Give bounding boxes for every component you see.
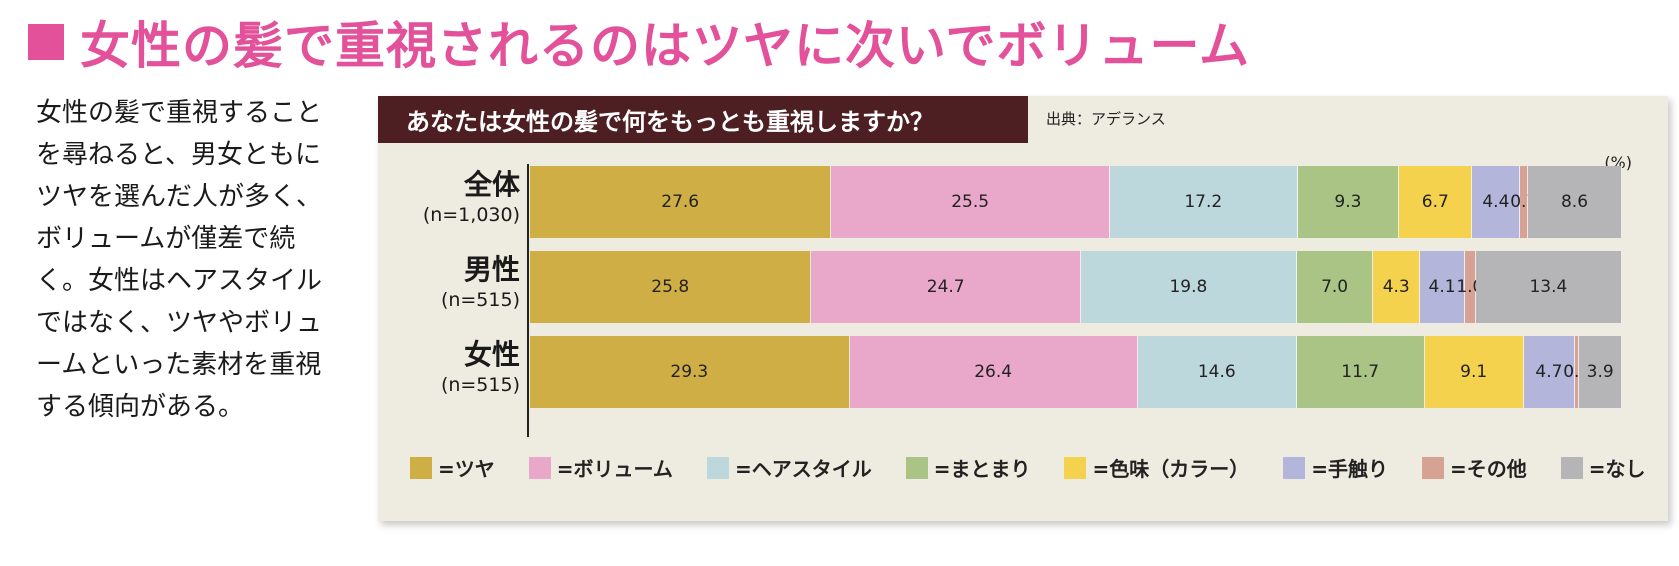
bar-segment: 24.7: [811, 251, 1081, 323]
legend-swatch: [1422, 456, 1444, 479]
bar-row: 27.6 25.5 17.2 9.3 6.7 4.4 0.7 8.6: [530, 166, 1622, 238]
bar-value-label: 6.7: [1421, 192, 1449, 212]
bar-value-label: 9.3: [1334, 192, 1362, 212]
bar-value-label: 4.4: [1482, 192, 1510, 212]
bar-segment: 7.0: [1296, 251, 1374, 323]
chart-title: あなたは女性の髪で何をもっとも重視しますか？: [406, 108, 934, 136]
legend-item: =ボリューム: [528, 453, 673, 482]
bar-segment: 26.4: [849, 336, 1138, 408]
bar-segment: 19.8: [1080, 251, 1297, 323]
chart-legend: =ツヤ =ボリューム =ヘアスタイル =まとまり =色味（カラー） =手触り =その他 =なし: [410, 453, 1646, 482]
legend-label: =ツヤ: [438, 457, 495, 481]
legend-item: =まとまり: [905, 453, 1031, 482]
bar-row: 25.8 24.7 19.8 7.0 4.3 4.1 1.0 13.4: [530, 251, 1622, 323]
legend-swatch: [706, 456, 729, 479]
legend-item: =ツヤ: [410, 453, 495, 482]
legend-label: =ボリューム: [556, 457, 673, 481]
bar-value-label: 24.7: [926, 277, 965, 297]
bar-value-label: 3.9: [1586, 362, 1614, 382]
bar-value-label: 9.1: [1460, 362, 1488, 382]
bar-segment: 29.3: [530, 336, 850, 408]
bar-segment: 13.4: [1475, 251, 1622, 323]
bar-segment: 6.7: [1399, 166, 1473, 238]
bar-row: 29.3 26.4 14.6 11.7 9.1 4.7 0.4 3.9: [530, 336, 1622, 408]
legend-swatch: [1283, 456, 1306, 479]
chart-source: 出典：アデランス: [1046, 110, 1166, 128]
bar-segment: 0.7: [1510, 166, 1537, 238]
legend-swatch: [1064, 456, 1087, 479]
bar-segment: 9.1: [1424, 336, 1524, 408]
bar-segment: 4.4: [1472, 166, 1521, 238]
bar-value-label: 17.2: [1184, 192, 1223, 212]
bar-value-label: 19.8: [1169, 277, 1208, 297]
bar-value-label: 26.4: [974, 362, 1013, 382]
bar-value-label: 25.8: [651, 277, 690, 297]
bar-segment: 14.6: [1137, 336, 1297, 408]
bar-segment: 11.7: [1296, 336, 1425, 408]
bar-segment: 27.6: [530, 166, 832, 238]
chart-panel: あなたは女性の髪で何をもっとも重視しますか？ 出典：アデランス (%) 全体 (n…: [378, 96, 1668, 521]
bar-segment: 17.2: [1109, 166, 1298, 238]
row-label-name: 男性: [463, 253, 520, 286]
legend-label: =色味（カラー）: [1092, 457, 1250, 481]
legend-swatch: [528, 456, 551, 479]
bar-segment: 4.3: [1373, 251, 1421, 323]
bar-value-label: 8.6: [1560, 192, 1589, 212]
bar-value-label: 4.3: [1382, 277, 1410, 297]
body-paragraph: 女性の髪で重視することを尋ねると、男女ともにツヤを選んだ人が多く、ボリュームが僅…: [36, 98, 323, 422]
headline-text: 女性の髪で重視されるのはツヤに次いでボリューム: [80, 17, 1250, 75]
bar-segment: 3.9: [1579, 336, 1622, 408]
chart-axis-line: [527, 164, 529, 437]
row-label: 全体 (n=1,030): [378, 168, 520, 228]
bar-value-label: 11.7: [1341, 362, 1380, 382]
bar-segment: 4.7: [1523, 336, 1576, 408]
bar-value-label: 14.6: [1197, 362, 1236, 382]
legend-item: =その他: [1422, 453, 1527, 482]
legend-item: =なし: [1560, 453, 1646, 482]
chart-title-banner: あなたは女性の髪で何をもっとも重視しますか？: [378, 96, 1028, 143]
legend-item: =ヘアスタイル: [706, 453, 872, 482]
legend-item: =色味（カラー）: [1064, 453, 1249, 482]
bar-segment: 8.6: [1528, 166, 1622, 238]
row-label-n: (n=515): [440, 289, 520, 311]
legend-swatch: [410, 456, 432, 479]
row-label-name: 女性: [463, 338, 520, 371]
headline-square-icon: [28, 24, 64, 60]
row-label: 男性 (n=515): [378, 253, 520, 313]
bar-segment: 25.8: [530, 251, 812, 323]
bar-value-label: 13.4: [1529, 277, 1568, 297]
bar-value-label: 4.1: [1428, 277, 1456, 297]
bar-value-label: 25.5: [951, 192, 990, 212]
bar-segment: 1.0: [1456, 251, 1483, 323]
headline: 女性の髪で重視されるのはツヤに次いでボリューム: [28, 6, 1250, 78]
bar-value-label: 27.6: [661, 192, 700, 212]
bar-segment: 9.3: [1297, 166, 1400, 238]
row-label-name: 全体: [463, 168, 520, 201]
legend-item: =手触り: [1283, 453, 1388, 482]
legend-swatch: [1560, 456, 1583, 479]
legend-label: =手触り: [1311, 457, 1388, 481]
row-label-n: (n=1,030): [422, 204, 520, 226]
row-label-n: (n=515): [440, 374, 520, 396]
bar-value-label: 4.7: [1535, 362, 1563, 382]
legend-swatch: [905, 456, 928, 479]
legend-label: =ヘアスタイル: [734, 457, 872, 481]
bar-value-label: 7.0: [1321, 277, 1349, 297]
bar-segment: 4.1: [1420, 251, 1465, 323]
legend-label: =その他: [1450, 457, 1527, 481]
bar-segment: 25.5: [831, 166, 1110, 238]
legend-label: =まとまり: [933, 457, 1031, 481]
legend-label: =なし: [1588, 457, 1646, 481]
row-label: 女性 (n=515): [378, 338, 520, 398]
bar-value-label: 29.3: [670, 362, 709, 382]
